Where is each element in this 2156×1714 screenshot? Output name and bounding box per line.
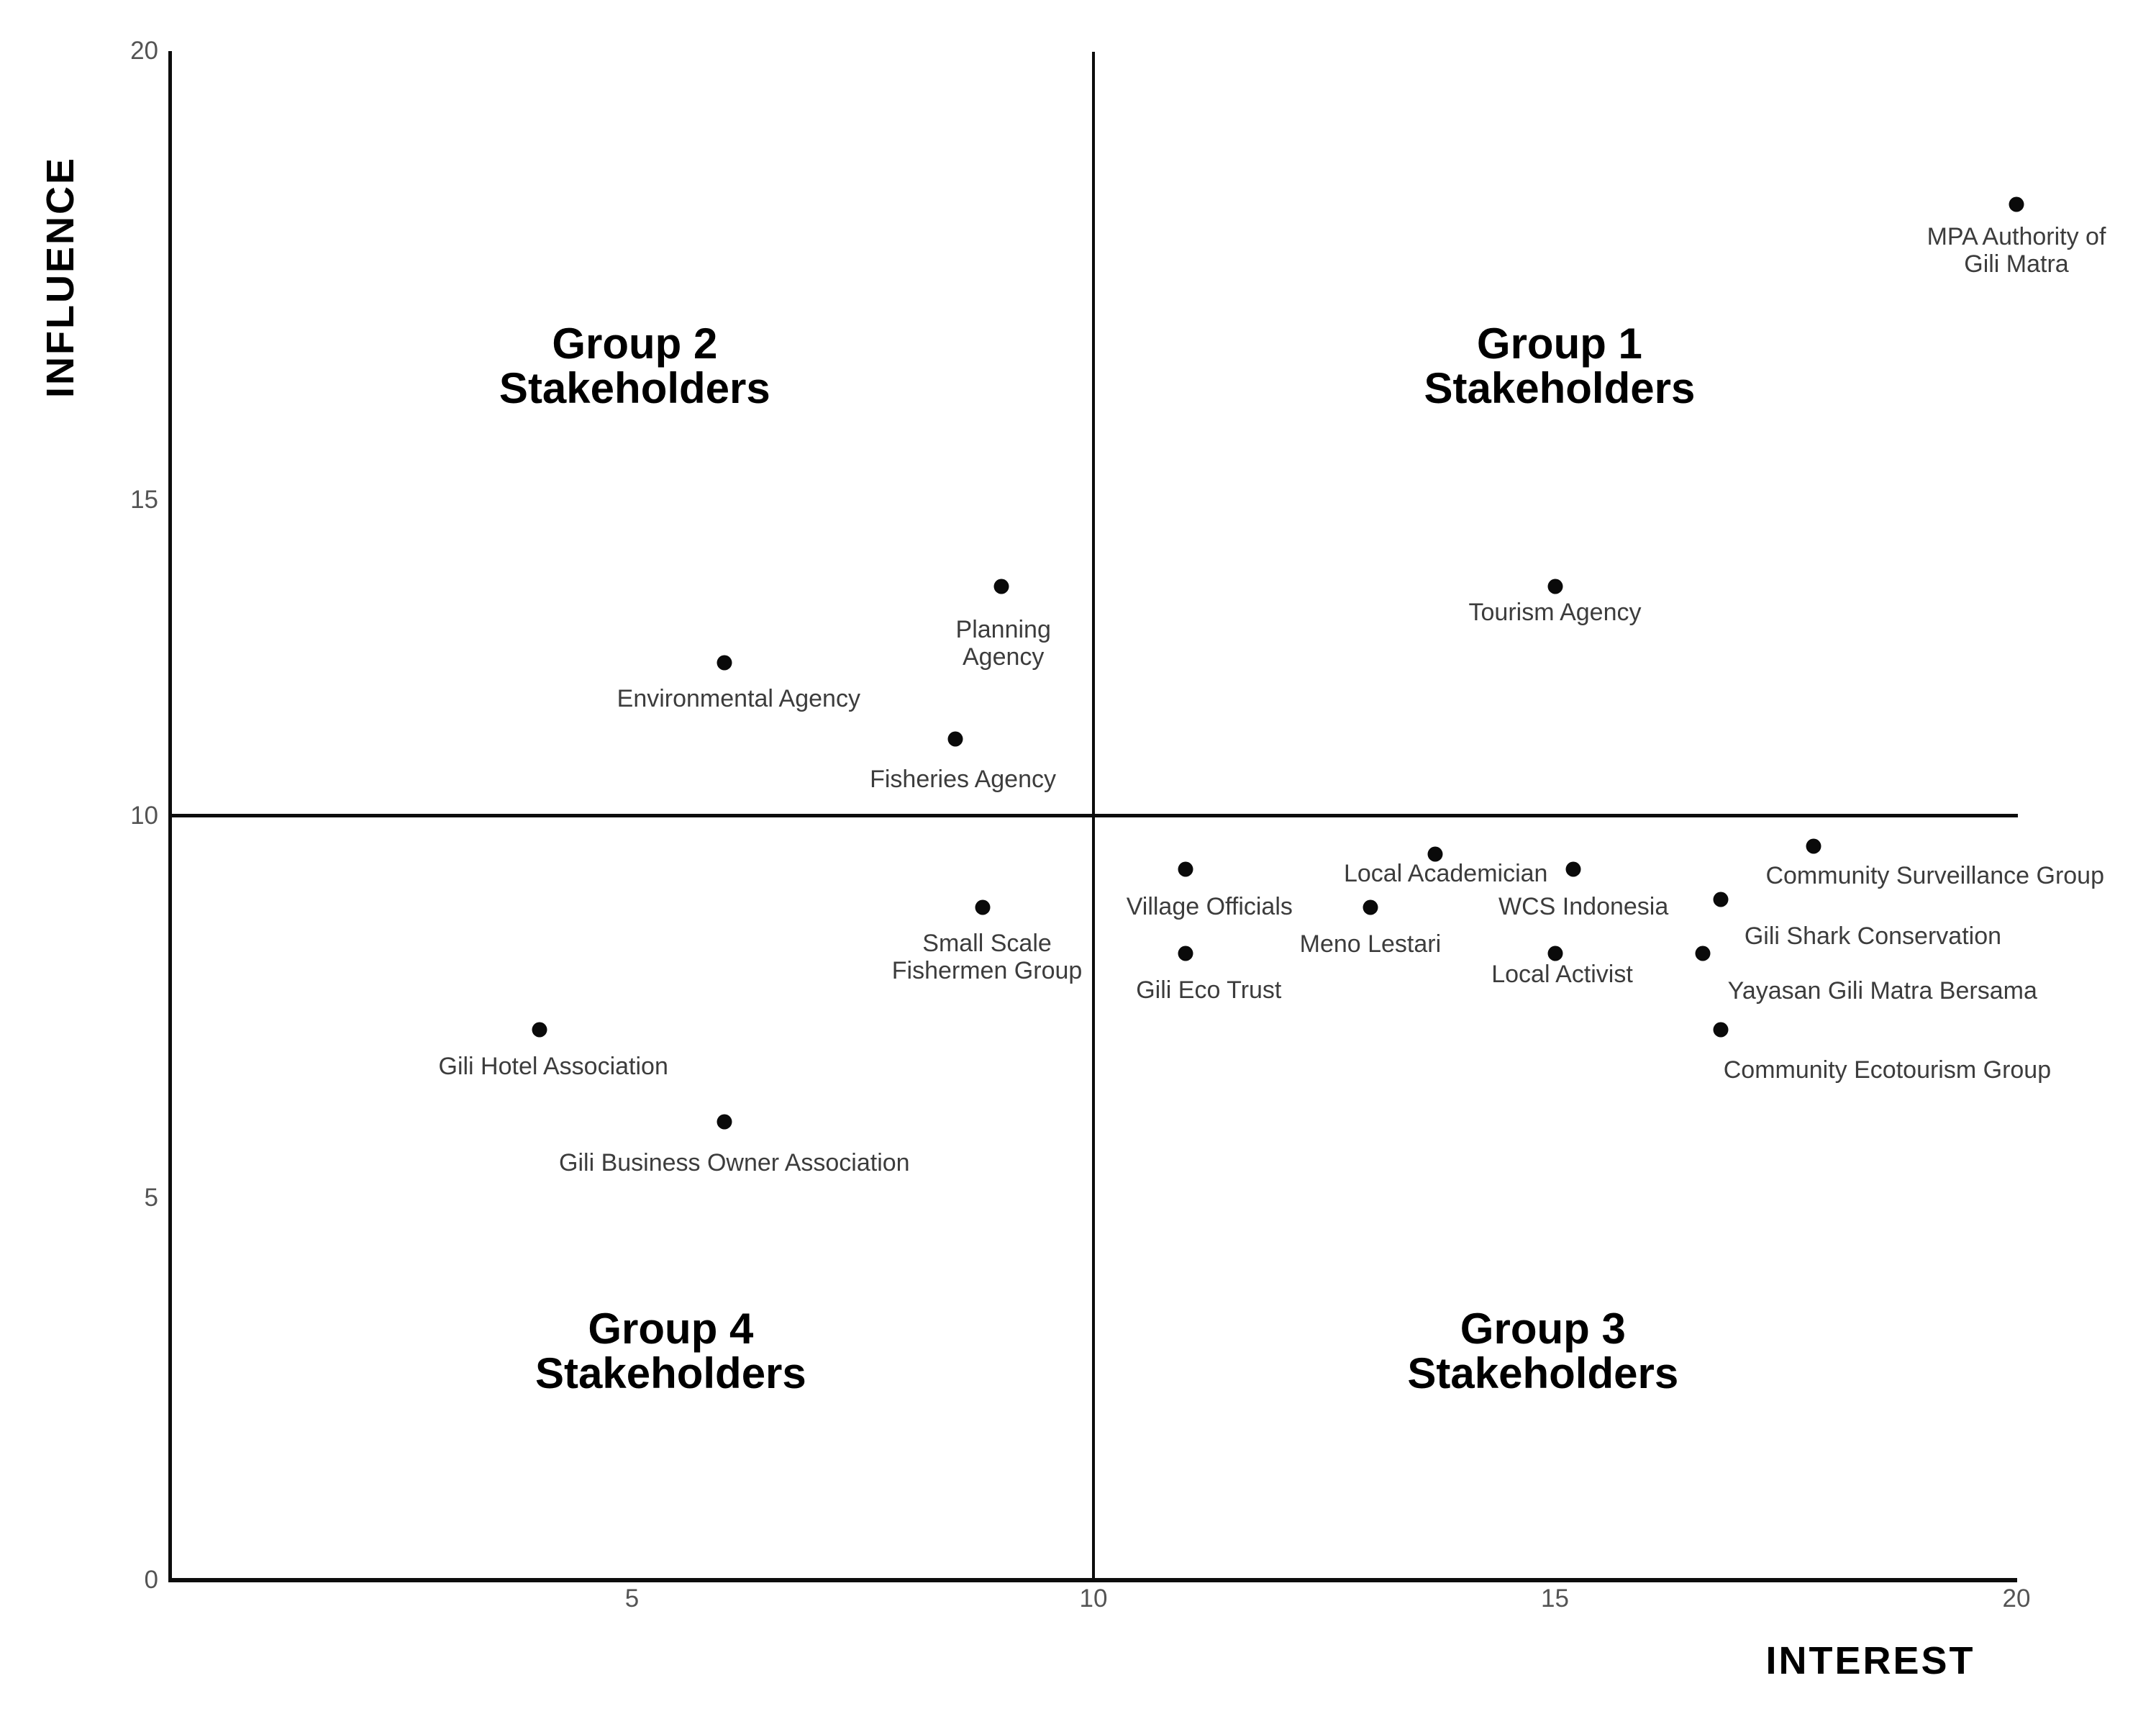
data-point-label: Community Surveillance Group	[1765, 862, 2104, 889]
data-point-label: Fisheries Agency	[870, 766, 1056, 794]
x-tick-label: 20	[2002, 1584, 2031, 1613]
y-axis-title: INFLUENCE	[39, 156, 82, 398]
data-point	[947, 731, 963, 747]
data-point	[1565, 861, 1581, 877]
data-point-label: Gili Shark Conservation	[1744, 922, 2002, 951]
y-tick-label: 0	[144, 1566, 158, 1594]
data-point-label: Gili Eco Trust	[1136, 976, 1282, 1004]
data-point	[2009, 196, 2024, 212]
y-tick-label: 10	[130, 801, 158, 830]
data-point-label: Local Academician	[1343, 859, 1548, 887]
data-point	[1427, 846, 1443, 862]
data-point-label: WCS Indonesia	[1498, 892, 1669, 920]
data-point	[717, 1114, 732, 1129]
data-point-label: MPA Authority of Gili Matra	[1927, 222, 2106, 278]
data-point	[975, 899, 991, 915]
data-point-label: Gili Business Owner Association	[559, 1148, 910, 1176]
data-point-label: Village Officials	[1126, 892, 1293, 920]
data-point	[1547, 946, 1563, 961]
data-point-label: Planning Agency	[955, 615, 1051, 671]
x-axis-line	[168, 1578, 2017, 1582]
x-tick-label: 5	[624, 1584, 640, 1613]
data-point	[1178, 946, 1193, 961]
quadrant-title-group-3: Group 3 Stakeholders	[1407, 1305, 1679, 1398]
data-point-label: Small Scale Fishermen Group	[891, 930, 1083, 984]
data-point-label: Meno Lestari	[1299, 930, 1442, 958]
data-point	[993, 579, 1009, 594]
data-point-label: Local Activist	[1491, 960, 1633, 988]
y-axis-line	[168, 51, 172, 1581]
data-point	[1713, 1022, 1729, 1038]
data-point-label: Community Ecotourism Group	[1723, 1056, 2052, 1084]
data-point	[1713, 892, 1729, 907]
data-point-label: Environmental Agency	[617, 685, 860, 712]
data-point	[1547, 579, 1563, 594]
quadrant-title-group-4: Group 4 Stakeholders	[535, 1305, 806, 1398]
quadrant-title-group-2: Group 2 Stakeholders	[499, 319, 770, 412]
x-axis-title: INTEREST	[1765, 1639, 1975, 1682]
data-point-label: Yayasan Gili Matra Bersama	[1727, 976, 2037, 1005]
data-point	[1806, 838, 1821, 854]
quadrant-divider-horizontal	[170, 814, 2018, 817]
data-point	[1695, 946, 1711, 961]
data-point	[717, 655, 732, 671]
x-tick-label: 10	[1079, 1584, 1108, 1613]
y-tick-label: 5	[144, 1183, 158, 1212]
x-tick-label: 15	[1541, 1584, 1569, 1613]
y-tick-label: 20	[130, 37, 158, 65]
data-point	[1363, 899, 1378, 915]
data-point-label: Tourism Agency	[1468, 598, 1642, 626]
data-point-label: Gili Hotel Association	[438, 1053, 668, 1080]
data-point	[532, 1022, 547, 1038]
data-point	[1178, 861, 1193, 877]
y-tick-label: 15	[130, 486, 158, 514]
quadrant-title-group-1: Group 1 Stakeholders	[1424, 319, 1696, 412]
